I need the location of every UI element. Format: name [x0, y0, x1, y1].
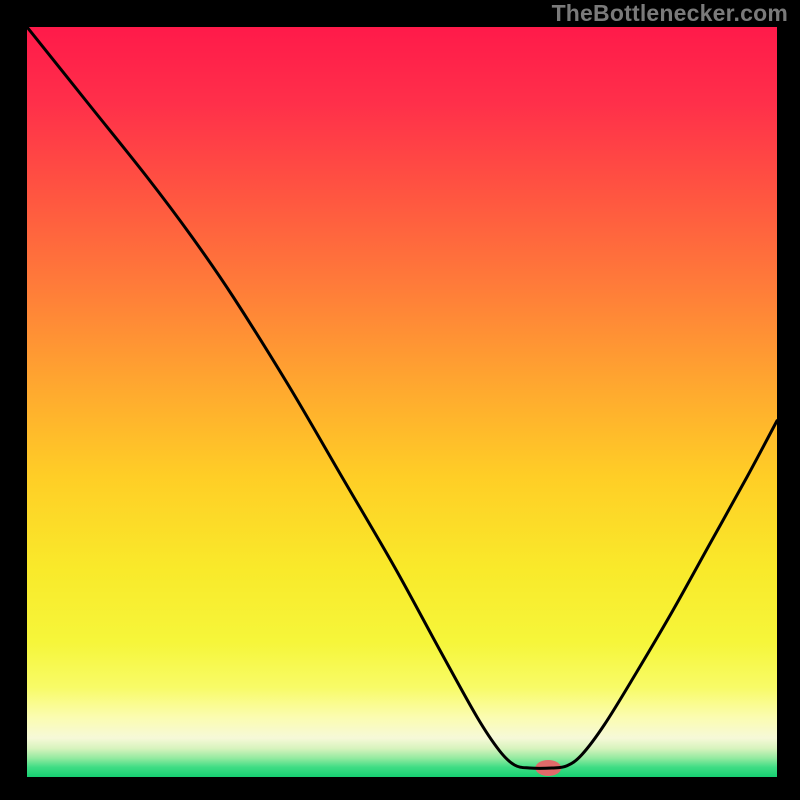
plot-area [27, 27, 777, 777]
watermark-text: TheBottlenecker.com [552, 0, 788, 27]
gradient-background [27, 27, 777, 777]
chart-svg [27, 27, 777, 777]
chart-frame: { "watermark": { "text": "TheBottlenecke… [0, 0, 800, 800]
